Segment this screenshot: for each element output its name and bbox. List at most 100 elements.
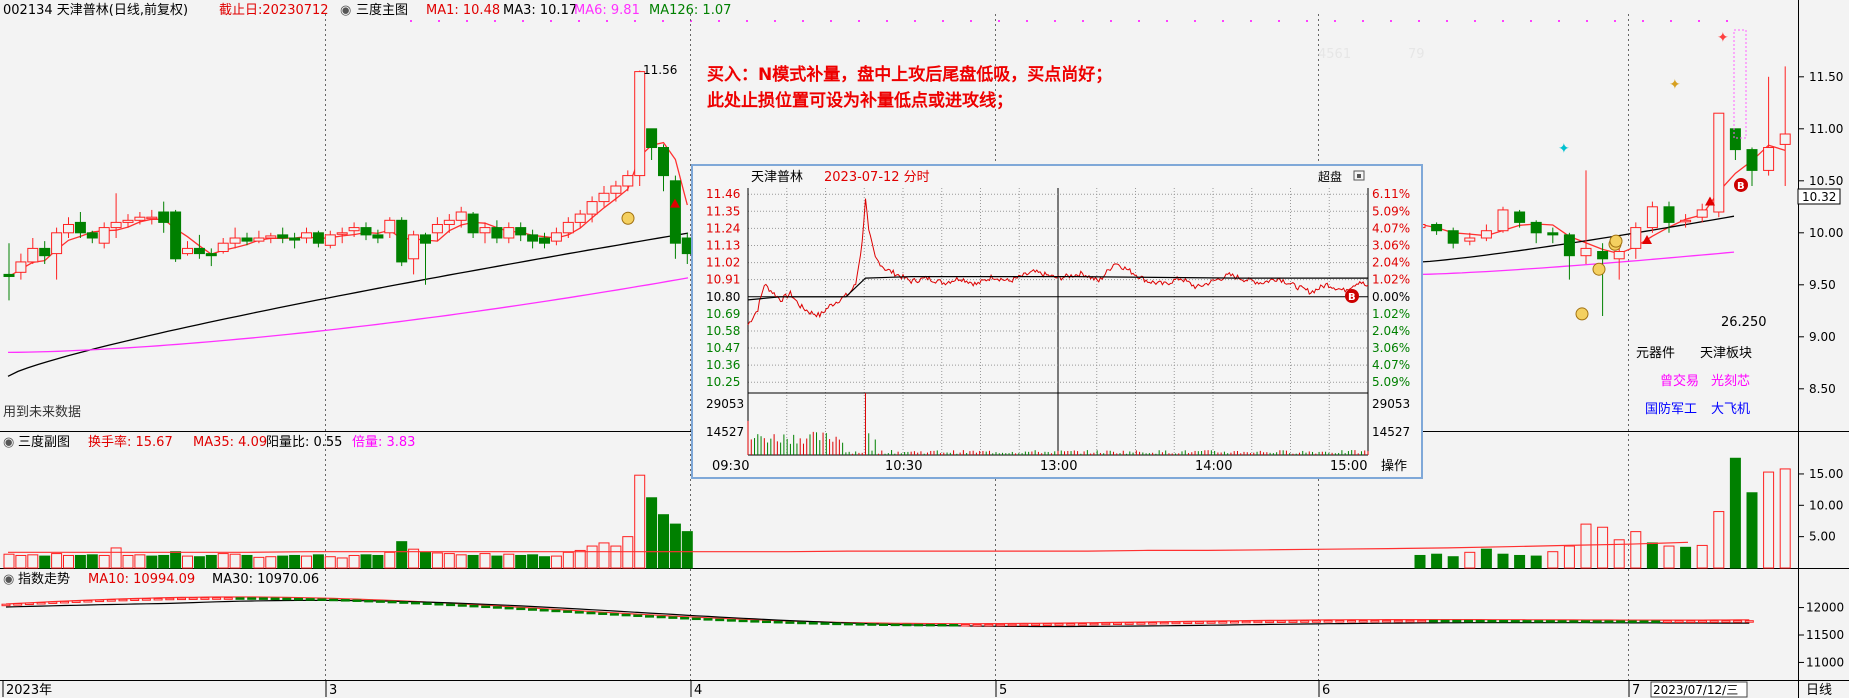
candle-body (229, 237, 241, 244)
candle-body (324, 234, 336, 246)
turnover-bar (634, 474, 646, 569)
index-candle (165, 597, 175, 601)
index-candles (1, 597, 1754, 627)
index-candle (177, 597, 186, 601)
turnover-bar (1663, 545, 1675, 569)
inset-pct-tick: 5.09% (1372, 204, 1410, 218)
price-tick-label: 9.00 (1809, 330, 1836, 344)
index-ma30-line (5, 599, 1750, 628)
turnover-bars (3, 457, 1791, 569)
index-candle (294, 597, 303, 601)
price-tick-label: 11.00 (1809, 122, 1843, 136)
index-ma10-value: MA10: 10994.09 (88, 572, 195, 587)
operate-button[interactable]: 操作 (1381, 458, 1407, 474)
index-candle (1101, 622, 1111, 626)
date-axis: 2023年 3 4 5 6 7 (2, 681, 1640, 698)
index-candle (235, 597, 245, 600)
turnover-bar (348, 554, 360, 569)
index-ma30-value: MA30: 10970.06 (212, 572, 319, 587)
index-candle (1405, 619, 1415, 623)
candle-body (39, 247, 51, 257)
index-panel-name[interactable]: 指数走势 (18, 571, 70, 587)
candle-body (431, 223, 443, 234)
index-candle (1733, 620, 1743, 623)
index-candle (457, 604, 467, 607)
turnover-bar (1480, 548, 1492, 569)
ma1-line-right (1419, 144, 1786, 255)
index-axis: 12000 11500 11000 (1798, 601, 1844, 669)
money-bag-icon (1592, 262, 1606, 276)
index-candle (1440, 619, 1450, 623)
main-panel-name[interactable]: 三度主图 (356, 2, 408, 18)
inset-toggle-icon[interactable] (1353, 170, 1365, 181)
period-label[interactable]: 日线 (1806, 683, 1832, 698)
inset-price-tick: 11.35 (706, 204, 740, 218)
index-candle (1031, 623, 1041, 627)
index-candle (574, 611, 584, 614)
candle-body (503, 227, 515, 239)
turnover-bar (1646, 542, 1658, 569)
last-price-box (1797, 188, 1841, 205)
tag-litho[interactable]: 光刻芯 (1711, 374, 1750, 389)
candle-body (312, 232, 324, 244)
turnover-bar (408, 548, 420, 569)
panel-dot-icon[interactable]: ◉ (340, 3, 351, 18)
sub-tick-label: 5.00 (1809, 530, 1836, 544)
buy-b-marker (1345, 289, 1359, 303)
tag-aircraft[interactable]: 大飞机 (1711, 402, 1750, 417)
turnover-bar (289, 554, 301, 569)
candle-body (253, 237, 265, 242)
future-data-note: 用到未来数据 (3, 405, 81, 420)
date-axis-label: 4 (694, 683, 702, 698)
sub-panel-name[interactable]: 三度副图 (18, 434, 70, 450)
index-candle (750, 620, 760, 623)
index-candle (1557, 620, 1567, 623)
turnover-bar (527, 554, 539, 569)
butterfly-icon: ✦ (1558, 141, 1570, 157)
turnover-bar (205, 554, 217, 569)
turnover-bar (598, 542, 610, 569)
turnover-bar (336, 557, 348, 569)
index-candle (1276, 620, 1286, 623)
buy-b-marker-text: B (1348, 292, 1356, 303)
index-candle (937, 623, 947, 627)
candle-body (1563, 234, 1575, 257)
candle-body (63, 223, 74, 234)
turnover-bar (51, 553, 63, 569)
index-candle (83, 599, 93, 603)
candle-body (289, 237, 301, 241)
tag-tianjin[interactable]: 天津板块 (1700, 346, 1752, 361)
super-button[interactable]: 超盘 (1318, 169, 1342, 184)
candle-body (1646, 206, 1658, 229)
candle-body (265, 235, 277, 239)
turnover-bar (110, 547, 122, 569)
candle-body (193, 247, 205, 255)
inset-time-label: 15:00 (1330, 459, 1367, 474)
index-candle (691, 617, 701, 621)
index-candle (1662, 620, 1672, 623)
ma35-line (8, 541, 1689, 553)
tag-defense[interactable]: 国防军工 (1645, 401, 1697, 417)
index-candle (1042, 623, 1052, 626)
index-candle (434, 603, 444, 606)
candle-body (467, 213, 479, 234)
index-candle (890, 623, 900, 627)
candle-body (1514, 211, 1526, 223)
faint-number-2: 79 (1408, 47, 1425, 62)
panel-dot-icon[interactable]: ◉ (3, 572, 14, 587)
tag-components[interactable]: 元器件 (1636, 346, 1675, 361)
panel-dot-icon[interactable]: ◉ (3, 435, 14, 450)
index-candle (118, 598, 128, 602)
index-candle (282, 597, 292, 601)
index-candle (504, 606, 514, 610)
candle-body (1763, 147, 1775, 171)
inset-pct-tick: 0.00% (1372, 290, 1410, 304)
tag-trade[interactable]: 曾交易 (1660, 373, 1699, 389)
index-candle (1499, 620, 1509, 623)
intraday-inset[interactable]: 天津普林 2023-07-12 分时 超盘 11.46 6.11% 11.35 5.0… (691, 164, 1423, 479)
turnover-bar (241, 554, 253, 569)
index-candle (329, 598, 339, 602)
peak-price-label: 11.56 (643, 63, 677, 77)
candle-body (15, 261, 27, 273)
